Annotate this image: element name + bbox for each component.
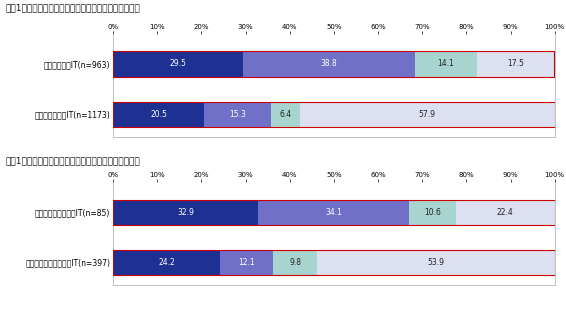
- Text: 直近1年におけるスキル向上・新たなスキル獲得の状況: 直近1年におけるスキル向上・新たなスキル獲得の状況: [6, 156, 140, 165]
- Bar: [220, 250, 273, 275]
- Text: 17.5: 17.5: [507, 60, 524, 69]
- Text: 38.8: 38.8: [321, 60, 337, 69]
- Text: 9.8: 9.8: [289, 258, 301, 267]
- Bar: [113, 52, 554, 77]
- Bar: [273, 250, 317, 275]
- Text: 34.1: 34.1: [325, 208, 342, 217]
- Text: 14.1: 14.1: [438, 60, 454, 69]
- Text: 10.6: 10.6: [424, 208, 441, 217]
- Bar: [456, 200, 555, 225]
- Bar: [113, 52, 243, 77]
- Bar: [113, 250, 220, 275]
- Bar: [415, 52, 477, 77]
- Text: 12.1: 12.1: [238, 258, 255, 267]
- Text: 57.9: 57.9: [419, 110, 436, 119]
- Text: 32.9: 32.9: [177, 208, 194, 217]
- Bar: [477, 52, 554, 77]
- Bar: [259, 200, 409, 225]
- Bar: [271, 102, 299, 127]
- Bar: [243, 52, 415, 77]
- Text: 6.4: 6.4: [279, 110, 291, 119]
- Bar: [317, 250, 555, 275]
- Legend: 元々持っているスキルのレベルが向上した, 新たなスキルを獲得できた, 上記1, 2どちらもできた, 上記1, 2どちらもできていない: 元々持っているスキルのレベルが向上した, 新たなスキルを獲得できた, 上記1, …: [191, 187, 477, 201]
- Text: 22.4: 22.4: [497, 208, 513, 217]
- Text: 53.9: 53.9: [427, 258, 444, 267]
- Bar: [113, 102, 555, 127]
- Bar: [204, 102, 271, 127]
- Bar: [113, 200, 555, 225]
- Text: 29.5: 29.5: [170, 60, 187, 69]
- Bar: [113, 250, 555, 275]
- Bar: [409, 200, 456, 225]
- Text: 直近1年におけるスキル向上・新たなスキル獲得の状況: 直近1年におけるスキル向上・新たなスキル獲得の状況: [6, 3, 140, 12]
- Bar: [299, 102, 555, 127]
- Text: 20.5: 20.5: [150, 110, 167, 119]
- Text: 24.2: 24.2: [158, 258, 175, 267]
- Bar: [113, 102, 204, 127]
- Bar: [113, 200, 259, 225]
- Text: 15.3: 15.3: [229, 110, 246, 119]
